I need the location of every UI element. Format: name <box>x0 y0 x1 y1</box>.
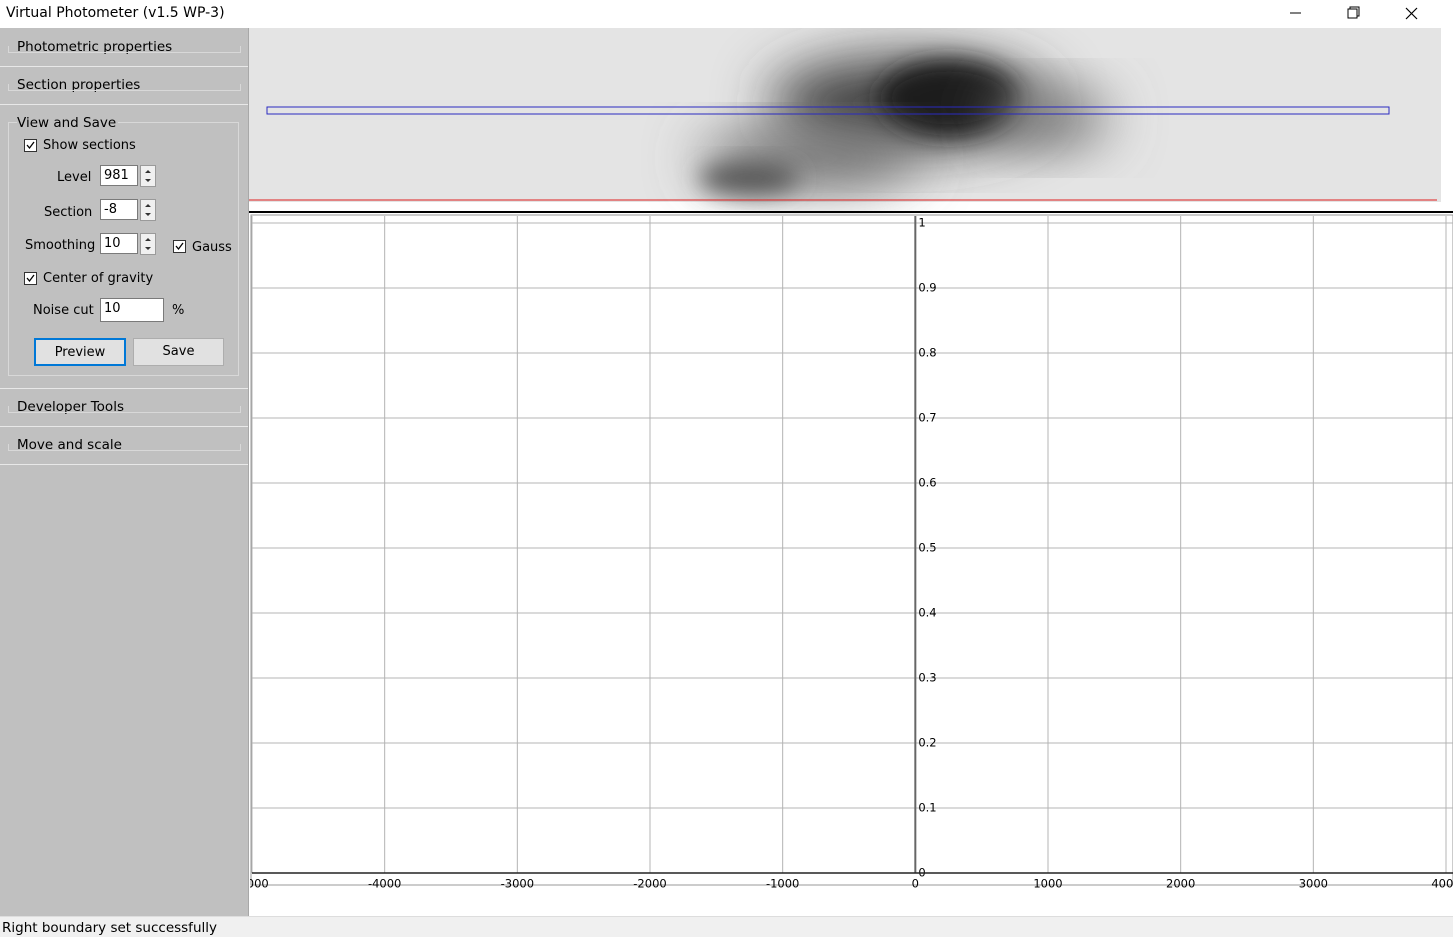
checkbox[interactable] <box>24 139 37 152</box>
y-tick-label: 0.6 <box>918 476 936 490</box>
status-text: Right boundary set successfully <box>2 920 217 936</box>
spinner[interactable] <box>140 165 156 187</box>
label: Center of gravity <box>43 271 154 286</box>
x-tick-label: -5000 <box>250 877 269 891</box>
y-tick-label: 1 <box>918 216 925 230</box>
title-bar: Virtual Photometer (v1.5 WP-3) <box>0 0 1453 28</box>
x-tick-label: 2000 <box>1166 877 1195 891</box>
y-tick-label: 0.8 <box>918 346 936 360</box>
label: Noise cut <box>33 303 94 318</box>
section-header[interactable]: Section properties <box>17 77 141 93</box>
section-header[interactable]: View and Save <box>17 115 119 131</box>
input[interactable]: 10 <box>100 298 164 322</box>
restore[interactable] <box>1347 8 1358 19</box>
label: Gauss <box>192 240 232 255</box>
label: Smoothing <box>25 238 96 253</box>
profile-chart: -5000 -4000 -3000 -2000 -1000 0 1000 2000 3000 40… <box>250 214 1453 891</box>
image-view <box>249 28 1453 213</box>
y-tick-label: 0.9 <box>918 281 936 295</box>
sidebar: Photometric properties Section propertie… <box>0 28 249 916</box>
input[interactable]: 981 <box>100 165 138 186</box>
x-tick-label: -3000 <box>501 877 534 891</box>
spinner[interactable] <box>140 233 156 255</box>
label: % <box>172 303 185 318</box>
section-header[interactable]: Move and scale <box>17 437 122 453</box>
status-bar: Right boundary set successfully <box>0 916 1453 937</box>
y-tick-label: 0.2 <box>918 736 936 750</box>
window-title: Virtual Photometer (v1.5 WP-3) <box>6 5 225 21</box>
input[interactable]: -8 <box>100 199 138 220</box>
y-tick-label: 0.4 <box>918 606 936 620</box>
spinner[interactable] <box>140 199 156 221</box>
preview-button[interactable]: Preview <box>34 338 126 366</box>
y-tick-label: 0.5 <box>918 541 936 555</box>
section-header[interactable]: Developer Tools <box>17 399 124 415</box>
save-button[interactable]: Save <box>133 338 224 366</box>
x-tick-label: 1000 <box>1033 877 1062 891</box>
x-tick-label: 4000 <box>1431 877 1453 891</box>
checkbox[interactable] <box>173 240 186 253</box>
close[interactable] <box>1405 7 1418 20</box>
label: Section <box>44 205 93 220</box>
y-tick-label: 0.1 <box>918 801 936 815</box>
y-tick-label: 0.3 <box>918 671 936 685</box>
label: Show sections <box>43 138 136 153</box>
input[interactable]: 10 <box>100 233 138 254</box>
window-controls[interactable] <box>1280 0 1430 28</box>
x-tick-label: -1000 <box>766 877 799 891</box>
section-header[interactable]: Photometric properties <box>17 39 173 55</box>
x-tick-label: -2000 <box>633 877 666 891</box>
label: Level <box>57 170 92 185</box>
checkbox[interactable] <box>24 272 37 285</box>
x-tick-label: 3000 <box>1299 877 1328 891</box>
x-tick-label: -4000 <box>368 877 401 891</box>
x-tick-label: 0 <box>912 877 919 891</box>
y-tick-label: 0.7 <box>918 411 936 425</box>
